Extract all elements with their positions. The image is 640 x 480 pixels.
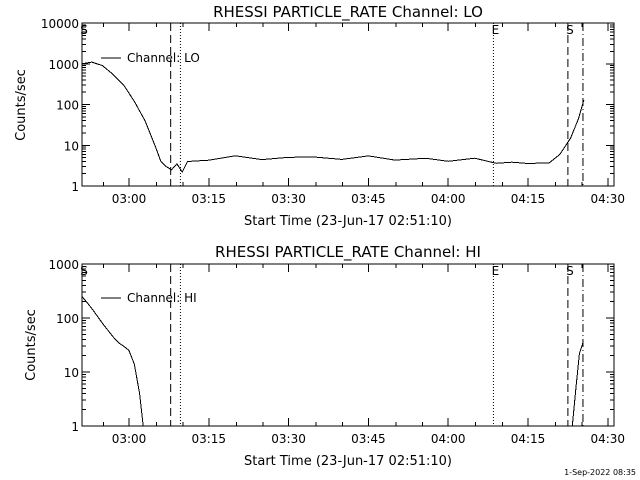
x-tick-label: 03:15 — [191, 432, 226, 446]
y-tick-label: 10 — [64, 139, 79, 153]
x-tick-label: 03:00 — [112, 432, 147, 446]
x-tick-label: 03:00 — [112, 192, 147, 206]
series-line-channel-lo — [81, 61, 585, 174]
series-line-channel-hi-rise — [571, 342, 584, 427]
x-tick-label: 04:00 — [431, 432, 466, 446]
panel-hi: RHESSI PARTICLE_RATE Channel: HI 03:00 03… — [24, 243, 625, 469]
x-tick-label: 04:15 — [511, 432, 546, 446]
x-tick-label: 04:30 — [590, 192, 625, 206]
y-tick-label: 1 — [71, 420, 79, 434]
legend-label-lo: Channel: LO — [127, 51, 200, 65]
x-tick-label: 03:30 — [271, 192, 306, 206]
x-tick-label: 03:45 — [351, 432, 386, 446]
x-tick-label: 04:00 — [431, 192, 466, 206]
event-marker-label: S — [80, 264, 88, 278]
y-tick-label: 1 — [71, 180, 79, 194]
y-tick-label: 10000 — [41, 17, 79, 31]
y-tick-label: 100 — [56, 99, 79, 113]
event-marker-label: S — [566, 264, 574, 278]
plot-frame-hi — [81, 263, 615, 427]
y-axis-label-hi: Counts/sec — [24, 309, 39, 381]
event-marker-label: E — [492, 23, 500, 37]
footer-timestamp: 1-Sep-2022 08:35 — [564, 468, 636, 477]
x-tick-label: 04:30 — [590, 432, 625, 446]
legend-label-hi: Channel: HI — [127, 291, 197, 305]
y-tick-label: 1000 — [48, 58, 79, 72]
chart-title-hi: RHESSI PARTICLE_RATE Channel: HI — [215, 243, 481, 262]
x-axis-label-lo: Start Time (23-Jun-17 02:51:10) — [244, 214, 452, 229]
plot-frame-lo — [81, 22, 615, 187]
x-axis-label-hi: Start Time (23-Jun-17 02:51:10) — [244, 454, 452, 469]
axes-lo: 03:00 03:15 03:30 03:45 04:00 04:15 04:30 1 10 10… — [41, 17, 625, 206]
series-line-channel-hi — [81, 296, 144, 427]
event-marker-label: E — [492, 264, 500, 278]
y-tick-label: 100 — [56, 312, 79, 326]
x-tick-label: 03:45 — [351, 192, 386, 206]
x-tick-label: 04:15 — [511, 192, 546, 206]
panel-lo: RHESSI PARTICLE_RATE Channel: LO 03:00 03… — [14, 3, 625, 229]
axes-hi: 03:00 03:15 03:30 03:45 04:00 04:15 04:30 1 10 10… — [48, 258, 625, 446]
event-marker-label: S — [566, 23, 574, 37]
x-tick-label: 03:15 — [191, 192, 226, 206]
y-axis-label-lo: Counts/sec — [14, 69, 29, 141]
event-marker-label: S — [80, 23, 88, 37]
x-tick-label: 03:30 — [271, 432, 306, 446]
y-tick-label: 1000 — [48, 258, 79, 272]
chart-title-lo: RHESSI PARTICLE_RATE Channel: LO — [213, 3, 483, 22]
y-tick-label: 10 — [64, 366, 79, 380]
